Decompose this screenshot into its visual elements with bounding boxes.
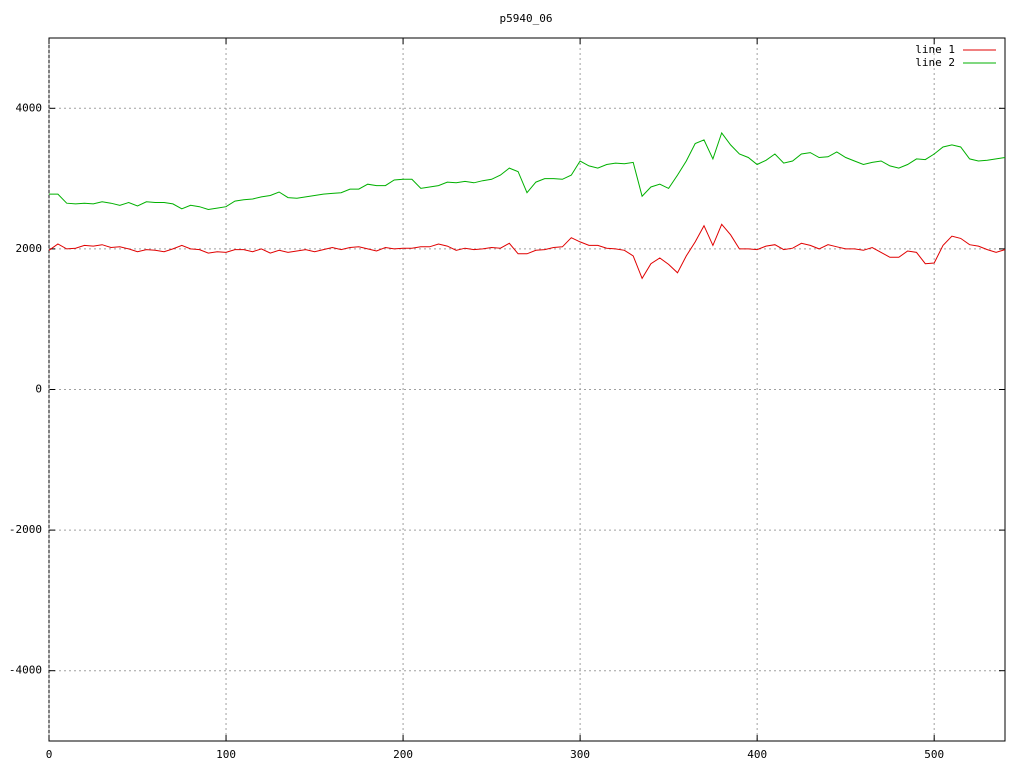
y-tick-label: -4000 <box>9 664 42 677</box>
y-tick-label: 0 <box>35 383 42 396</box>
x-tick-label: 0 <box>46 748 53 761</box>
legend-label: line 1 <box>915 43 955 56</box>
y-tick-label: -2000 <box>9 523 42 536</box>
plot-frame <box>48 37 1006 742</box>
chart-title: p5940_06 <box>500 12 553 25</box>
series-line <box>49 131 1006 211</box>
x-tick-label: 500 <box>924 748 944 761</box>
x-tick-label: 200 <box>393 748 413 761</box>
x-tick-label: 400 <box>747 748 767 761</box>
x-tick-label: 300 <box>570 748 590 761</box>
legend-label: line 2 <box>915 56 955 69</box>
y-tick-label: 4000 <box>16 101 43 114</box>
series-line <box>48 223 1006 280</box>
y-tick-label: 2000 <box>16 242 43 255</box>
x-tick-label: 100 <box>216 748 236 761</box>
